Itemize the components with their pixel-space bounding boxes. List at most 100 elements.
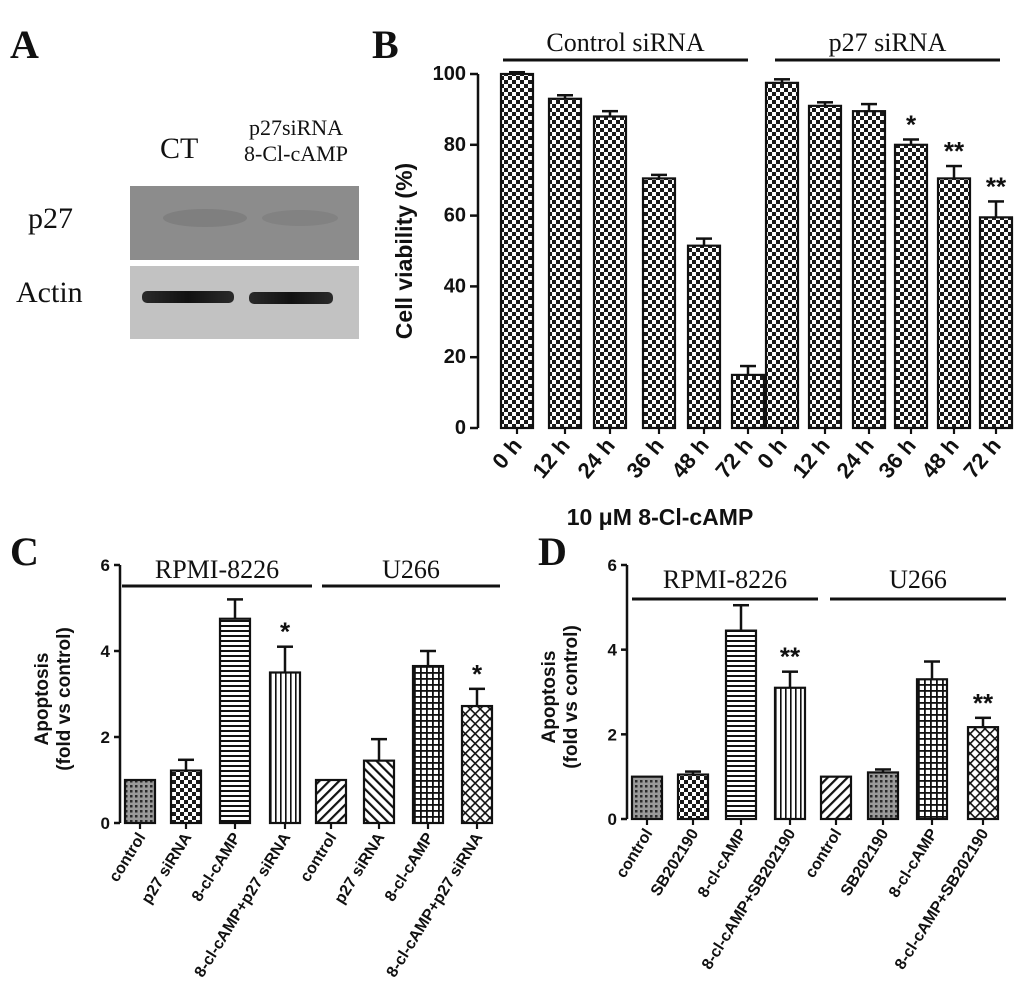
y-tick-label: 40: [444, 275, 466, 297]
x-tick-label: 36 h: [873, 433, 920, 483]
blot-row-p27: p27: [28, 202, 73, 235]
x-tick-label: 48 h: [916, 433, 963, 483]
bar: [724, 629, 758, 821]
x-tick-label: 12 h: [787, 433, 834, 483]
significance-marker: *: [472, 659, 483, 689]
group-label: U266: [889, 565, 947, 594]
x-tick-label: SB202190: [648, 826, 703, 899]
y-tick-label: 80: [444, 134, 466, 156]
x-tick-label: 8-cl-cAMP: [886, 826, 942, 901]
group-label: RPMI-8226: [155, 555, 279, 584]
bar: [730, 373, 766, 430]
bar: [314, 778, 348, 825]
group-label: p27 siRNA: [829, 28, 947, 57]
x-tick-label: 12 h: [527, 433, 574, 483]
bar: [819, 775, 853, 821]
bar: [268, 671, 302, 825]
blot-band-actin-sirna: [249, 292, 333, 304]
x-tick-label: 72 h: [710, 433, 757, 483]
y-axis-label: Cell viability (%): [391, 163, 417, 339]
x-tick-label: 8-cl-cAMP+p27 siRNA: [384, 830, 487, 981]
bar: [807, 104, 843, 430]
y-axis-label-line1: Apoptosis: [32, 653, 53, 746]
significance-marker: *: [280, 617, 291, 647]
chart-d: 0 2 4 6 Apoptosis (fold vs control) RPMI-8226 c…: [539, 556, 1006, 973]
bar: [592, 115, 628, 430]
y-tick-label: 6: [608, 556, 617, 575]
y-tick-label: 2: [608, 725, 617, 744]
bar: [641, 177, 677, 430]
y-tick-label: 2: [101, 728, 110, 747]
blot-col-p27sirna-line1: p27siRNA: [249, 115, 343, 140]
y-tick-label: 0: [101, 814, 110, 833]
panel-label-c: C: [10, 529, 39, 574]
y-tick-label: 0: [608, 810, 617, 829]
blot-band-actin-ct: [142, 291, 234, 303]
bar: [460, 704, 494, 825]
bar: [851, 110, 887, 430]
x-tick-label: SB202190: [838, 826, 893, 899]
y-tick-label: 0: [455, 417, 466, 439]
x-tick-label: control: [297, 830, 340, 885]
bar: [411, 664, 445, 825]
blot-col-ct: CT: [160, 132, 198, 165]
significance-marker: **: [986, 171, 1007, 201]
bar: [866, 771, 900, 821]
significance-marker: *: [906, 109, 917, 139]
x-tick-label: 0 h: [752, 433, 792, 473]
group-label: RPMI-8226: [663, 565, 787, 594]
bar: [936, 177, 972, 430]
x-tick-label: control: [106, 830, 149, 885]
bar: [362, 759, 396, 825]
bar: [893, 143, 929, 430]
blot-band-p27-ct: [163, 209, 247, 227]
significance-marker: **: [973, 688, 994, 718]
x-tick-label: p27 siRNA: [332, 830, 389, 907]
bar: [676, 773, 710, 821]
bar: [764, 81, 800, 430]
bar: [123, 778, 157, 825]
panel-label-a: A: [10, 22, 39, 67]
significance-marker: **: [944, 136, 965, 166]
x-tick-label: 24 h: [831, 433, 878, 483]
x-tick-label: 8-cl-cAMP+SB202190: [699, 826, 799, 973]
group-label: U266: [382, 555, 440, 584]
bar: [218, 617, 252, 825]
y-tick-label: 4: [608, 641, 618, 660]
x-tick-label: 0 h: [487, 433, 527, 473]
y-tick-label: 20: [444, 346, 466, 368]
x-tick-label: 8-cl-cAMP+SB202190: [892, 826, 992, 973]
bar: [686, 244, 722, 430]
y-axis-label-line1: Apoptosis: [539, 651, 560, 744]
y-tick-label: 100: [433, 63, 466, 85]
chart-c: 0 2 4 6 Apoptosis (fold vs control) RPMI-8226 c…: [32, 555, 500, 981]
blot-col-p27sirna-line2: 8-Cl-cAMP: [244, 141, 348, 166]
x-tick-label: 8-cl-cAMP: [382, 830, 438, 905]
blot-row-actin: Actin: [16, 276, 83, 309]
bar: [169, 769, 203, 825]
group-label: Control siRNA: [546, 28, 704, 57]
bar: [915, 678, 949, 821]
x-tick-label: 8-cl-cAMP+p27 siRNA: [192, 830, 295, 981]
y-axis-label-line2: (fold vs control): [54, 627, 75, 771]
bar: [966, 726, 1000, 821]
x-tick-label: 48 h: [666, 433, 713, 483]
x-tick-label: 72 h: [958, 433, 1005, 483]
x-tick-label: 36 h: [621, 433, 668, 483]
panel-label-b: B: [372, 22, 399, 67]
significance-marker: **: [780, 642, 801, 672]
blot-band-p27-sirna: [262, 210, 338, 226]
y-axis-label-line2: (fold vs control): [561, 625, 582, 769]
panel-a-blot: CT p27siRNA 8-Cl-cAMP p27 Actin: [16, 115, 359, 339]
y-tick-label: 4: [101, 642, 111, 661]
x-axis-label: 10 μM 8-Cl-cAMP: [567, 504, 754, 530]
bar: [547, 97, 583, 430]
x-tick-label: 24 h: [572, 433, 619, 483]
x-tick-label: 8-cl-cAMP: [189, 830, 245, 905]
x-tick-label: control: [613, 826, 656, 881]
y-tick-label: 60: [444, 205, 466, 227]
y-tick-label: 6: [101, 556, 110, 575]
bar: [978, 216, 1014, 430]
bar: [773, 686, 807, 821]
